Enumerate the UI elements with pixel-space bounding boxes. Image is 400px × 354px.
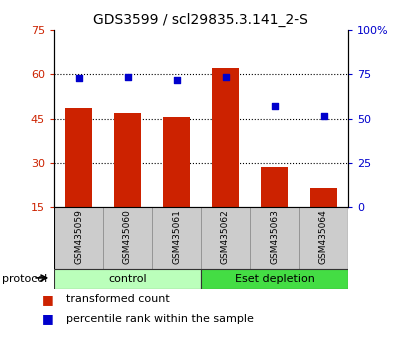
Text: GDS3599 / scl29835.3.141_2-S: GDS3599 / scl29835.3.141_2-S	[92, 12, 308, 27]
FancyBboxPatch shape	[54, 269, 201, 289]
Point	[320, 113, 327, 119]
FancyBboxPatch shape	[152, 207, 201, 269]
Text: transformed count: transformed count	[66, 294, 170, 304]
Point	[222, 74, 229, 80]
Text: GSM435059: GSM435059	[74, 209, 83, 264]
Text: percentile rank within the sample: percentile rank within the sample	[66, 314, 254, 324]
FancyBboxPatch shape	[201, 207, 250, 269]
Text: GSM435062: GSM435062	[221, 210, 230, 264]
Text: ■: ■	[42, 312, 54, 325]
Bar	[261, 167, 288, 207]
Point	[271, 103, 278, 109]
FancyBboxPatch shape	[250, 207, 299, 269]
Text: ■: ■	[42, 293, 54, 306]
Bar	[163, 117, 190, 207]
Point	[75, 75, 82, 81]
Bar	[310, 188, 337, 207]
Text: protocol: protocol	[2, 274, 47, 284]
FancyBboxPatch shape	[201, 269, 348, 289]
Bar	[65, 108, 92, 207]
Point	[173, 77, 180, 82]
Point	[124, 74, 131, 80]
Bar	[212, 68, 239, 207]
Text: control: control	[108, 274, 147, 284]
Text: GSM435064: GSM435064	[319, 210, 328, 264]
FancyBboxPatch shape	[299, 207, 348, 269]
FancyBboxPatch shape	[54, 207, 103, 269]
Text: GSM435063: GSM435063	[270, 209, 279, 264]
Bar	[114, 113, 141, 207]
FancyBboxPatch shape	[103, 207, 152, 269]
Text: GSM435061: GSM435061	[172, 209, 181, 264]
Text: GSM435060: GSM435060	[123, 209, 132, 264]
Text: Eset depletion: Eset depletion	[234, 274, 314, 284]
